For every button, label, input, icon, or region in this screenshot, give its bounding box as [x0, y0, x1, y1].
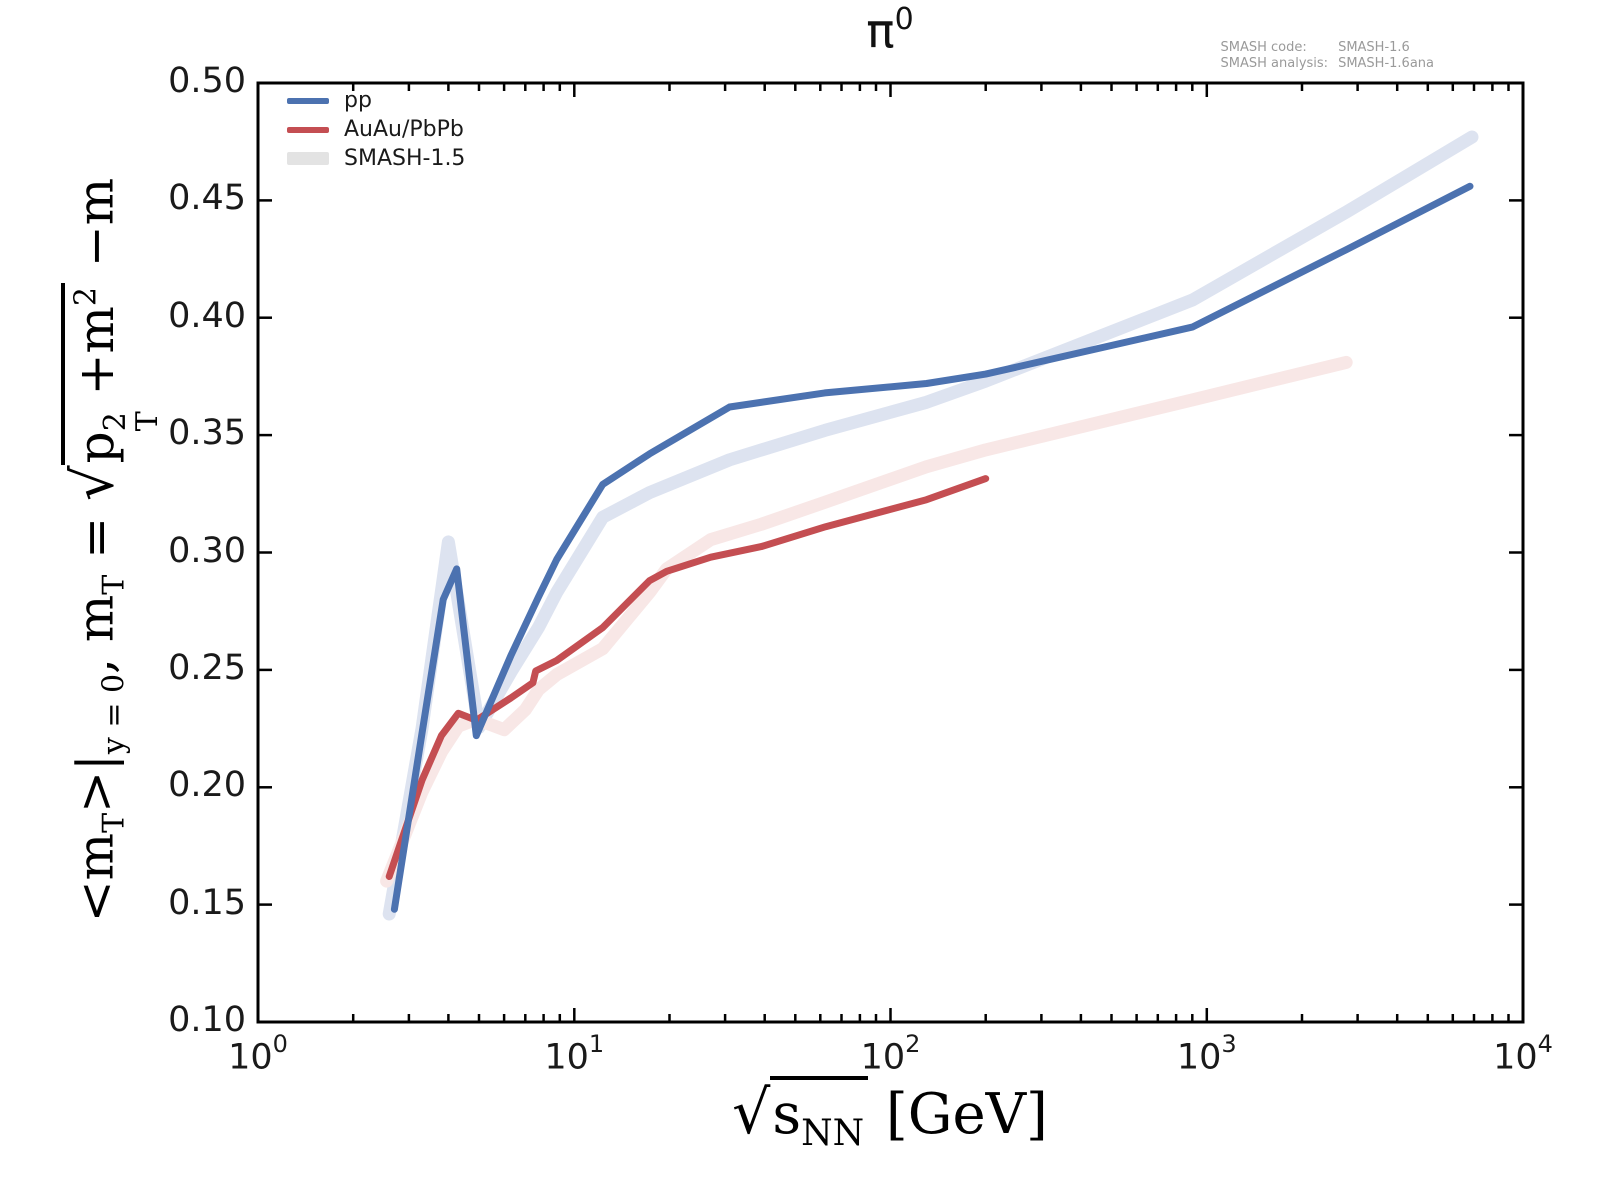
- x-tick-label: 104: [1493, 1030, 1553, 1078]
- watermark: SMASH code: SMASH-1.6 SMASH analysis: SM…: [1221, 40, 1434, 72]
- legend-label: SMASH-1.5: [344, 146, 466, 171]
- watermark-analysis-value: SMASH-1.6ana: [1338, 56, 1434, 71]
- plot-title: π0: [690, 2, 1090, 60]
- x-tick-label: 100: [228, 1030, 288, 1078]
- y-tick-label: 0.30: [168, 530, 246, 571]
- series-auau-pbpb: [385, 475, 990, 880]
- y-tick-label: 0.40: [168, 295, 246, 336]
- legend-item-auau-pbpb: AuAu/PbPb: [287, 115, 465, 144]
- x-axis-label: √sNN [GeV]: [490, 1076, 1290, 1155]
- legend-line-swatch: [287, 97, 329, 104]
- x-label-nn-subscript: NN: [801, 1113, 865, 1155]
- legend-item-smash-1-5: SMASH-1.5: [287, 144, 465, 173]
- watermark-code-value: SMASH-1.6: [1338, 40, 1410, 55]
- y-label-sub-T2: T: [96, 574, 132, 595]
- series-smash-1-5-auau-pbpb: [380, 355, 1353, 888]
- series-pp: [390, 182, 1474, 913]
- x-tick-label: 102: [860, 1030, 921, 1078]
- watermark-code-label: SMASH code:: [1220, 40, 1307, 55]
- x-tick-label: 103: [1176, 1030, 1237, 1078]
- legend-line-swatch: [287, 152, 329, 165]
- y-tick-label: 0.10: [168, 1000, 246, 1040]
- legend: pp AuAu/PbPb SMASH-1.5: [287, 86, 465, 173]
- watermark-analysis-label: SMASH analysis:: [1220, 56, 1329, 71]
- y-tick-label: 0.50: [168, 61, 246, 101]
- y-tick-label: 0.35: [168, 413, 246, 454]
- x-tick-label: 101: [544, 1030, 605, 1078]
- y-tick-label: 0.20: [168, 765, 246, 806]
- legend-item-pp: pp: [287, 86, 465, 115]
- y-label-m-squared: 2: [68, 286, 103, 307]
- series-smash-1-5-pp: [382, 130, 1479, 921]
- x-label-s: s: [772, 1082, 802, 1147]
- sqrt-symbol: √: [61, 465, 127, 501]
- sqrt-symbol: √: [732, 1078, 771, 1148]
- legend-line-swatch: [287, 126, 329, 133]
- y-tick-label: 0.45: [168, 178, 246, 219]
- y-tick-label: 0.25: [168, 647, 246, 688]
- y-label-sub-T: T: [96, 812, 132, 833]
- y-tick-label: 0.15: [168, 882, 246, 923]
- legend-label: AuAu/PbPb: [344, 117, 464, 142]
- legend-label: pp: [344, 88, 372, 113]
- title-base: π: [866, 4, 895, 60]
- title-exponent: 0: [894, 2, 914, 37]
- x-label-unit: [GeV]: [868, 1082, 1048, 1147]
